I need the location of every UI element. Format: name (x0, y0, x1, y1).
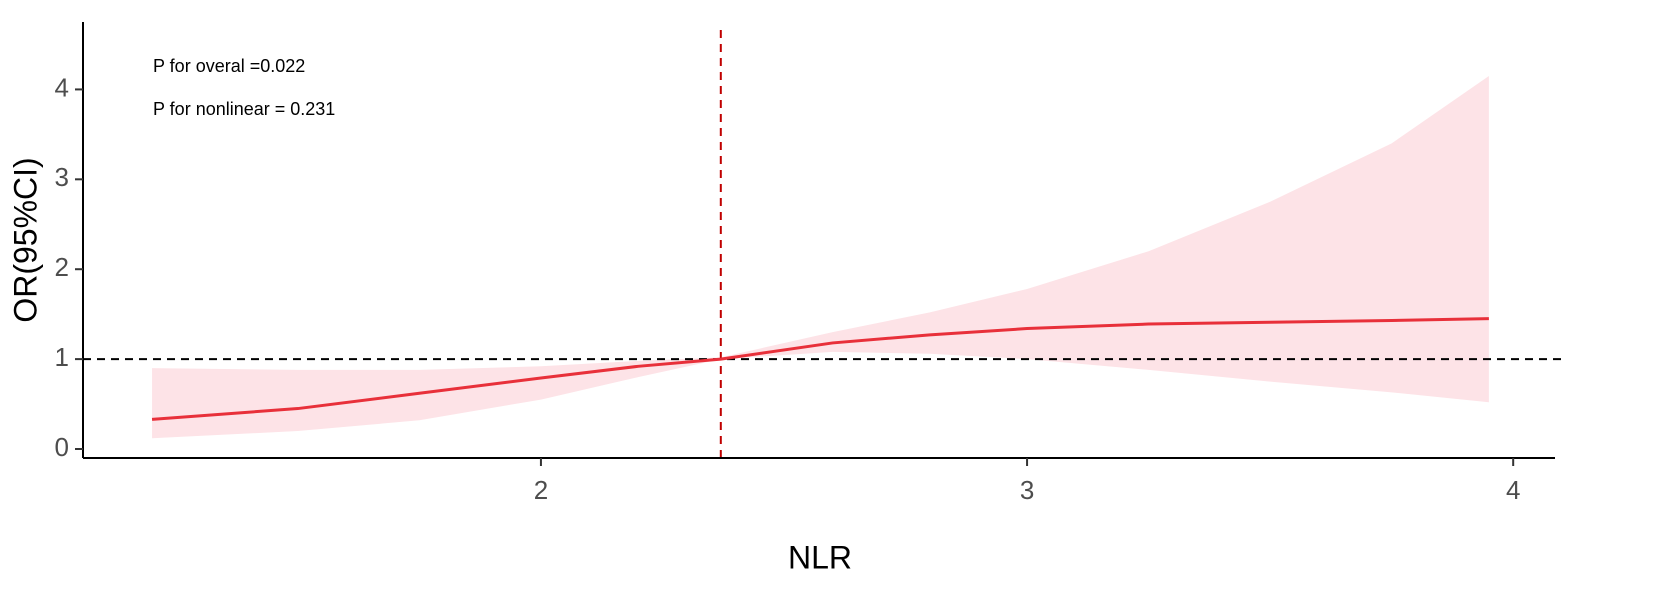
y-tick-label: 3 (55, 162, 69, 192)
y-tick-label: 4 (55, 72, 69, 102)
x-tick-label: 4 (1506, 475, 1520, 505)
annotation: P for nonlinear = 0.231 (153, 99, 335, 119)
or-line (151, 317, 1489, 421)
x-tick-label: 2 (534, 475, 548, 505)
annotation: P for overal =0.022 (153, 56, 305, 76)
x-axis-label: NLR (788, 539, 852, 575)
y-axis-label: OR(95%CI) (7, 157, 43, 322)
confidence-band (152, 75, 1489, 439)
x-tick-label: 3 (1020, 475, 1034, 505)
y-tick-label: 2 (55, 252, 69, 282)
y-tick-label: 1 (55, 342, 69, 372)
y-tick-label: 0 (55, 432, 69, 462)
